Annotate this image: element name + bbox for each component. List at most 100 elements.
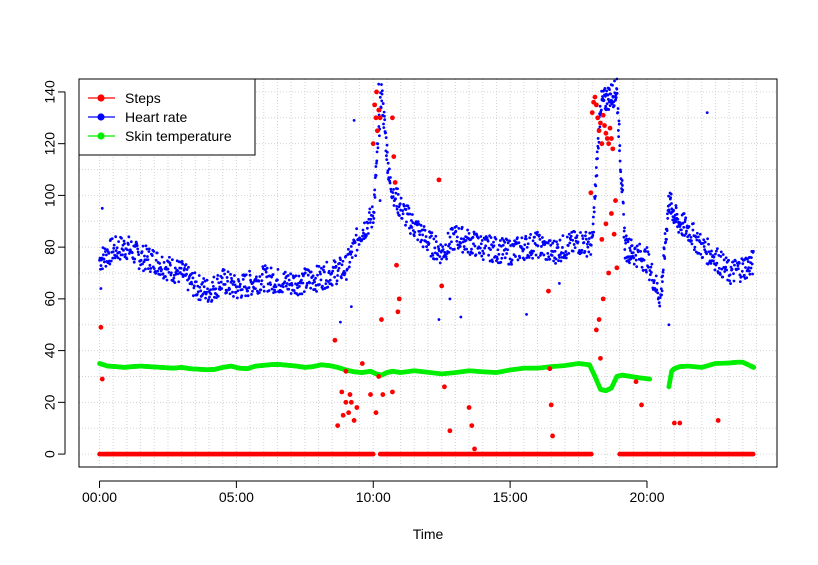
heart-rate-point <box>507 262 511 266</box>
heart-rate-point <box>471 235 475 239</box>
heart-rate-point <box>730 267 734 271</box>
heart-rate-point <box>202 285 206 289</box>
steps-point <box>98 324 104 330</box>
steps-point <box>598 120 603 126</box>
heart-rate-point <box>719 255 723 258</box>
heart-rate-point <box>324 282 328 286</box>
heart-rate-point <box>292 289 296 292</box>
heart-rate-point <box>270 287 274 291</box>
x-tick-label: 15:00 <box>493 489 528 505</box>
heart-rate-point <box>546 251 550 255</box>
steps-point <box>346 410 352 416</box>
heart-rate-point <box>166 267 170 271</box>
heart-rate-point <box>464 239 468 242</box>
heart-rate-point <box>449 246 452 250</box>
heart-rate-point <box>281 285 285 289</box>
heart-rate-point <box>99 287 103 290</box>
steps-point <box>600 112 606 118</box>
heart-rate-point <box>187 265 190 269</box>
steps-point <box>370 141 376 147</box>
heart-rate-point <box>214 296 218 300</box>
heart-rate-point <box>408 212 412 216</box>
heart-rate-point <box>499 260 503 264</box>
heart-rate-point <box>102 253 105 257</box>
heart-rate-point <box>258 275 262 278</box>
heart-rate-point <box>682 212 686 215</box>
heart-rate-point <box>372 217 376 220</box>
steps-point <box>596 317 602 322</box>
legend-item: Skin temperature <box>88 128 232 144</box>
heart-rate-point <box>378 134 381 138</box>
heart-rate-point <box>489 248 492 252</box>
heart-rate-point <box>298 292 302 296</box>
heart-rate-point <box>640 265 644 269</box>
heart-rate-point <box>104 253 108 257</box>
heart-rate-point <box>674 206 678 210</box>
heart-rate-point <box>689 235 693 239</box>
heart-rate-point <box>218 285 222 289</box>
steps-point <box>335 423 341 429</box>
steps-point <box>614 265 620 271</box>
heart-rate-point <box>677 230 681 234</box>
heart-rate-point <box>576 240 580 244</box>
heart-rate-point <box>525 245 529 249</box>
heart-rate-point <box>674 220 678 224</box>
heart-rate-point <box>212 275 216 279</box>
heart-rate-point <box>524 234 528 238</box>
heart-rate-point <box>615 87 619 91</box>
heart-rate-point <box>347 265 351 269</box>
heart-rate-point <box>246 294 250 298</box>
heart-rate-point <box>589 243 593 247</box>
heart-rate-point <box>451 227 454 231</box>
steps-point <box>599 141 605 147</box>
heart-rate-point <box>103 250 107 253</box>
heart-rate-point <box>633 246 637 250</box>
heart-rate-point <box>176 269 180 273</box>
heart-rate-point <box>206 287 209 291</box>
heart-rate-point <box>604 104 608 108</box>
heart-rate-point <box>181 262 185 266</box>
heart-rate-point <box>132 260 136 264</box>
steps-point <box>677 420 683 426</box>
heart-rate-point <box>476 236 480 240</box>
heart-rate-point <box>684 216 688 220</box>
steps-point <box>377 115 383 121</box>
heart-rate-point <box>331 269 335 273</box>
heart-rate-point <box>344 278 348 281</box>
heart-rate-point <box>596 157 599 160</box>
heart-rate-point <box>392 204 396 207</box>
heart-rate-point <box>553 249 557 253</box>
legend: Steps Heart rate Skin temperature <box>78 78 256 156</box>
heart-rate-point <box>552 259 556 263</box>
steps-point <box>604 136 610 141</box>
heart-rate-point <box>333 275 337 279</box>
heart-rate-point <box>254 287 257 291</box>
heart-rate-point <box>191 294 195 298</box>
heart-rate-point <box>290 283 294 287</box>
heart-rate-point <box>107 259 111 263</box>
heart-rate-point <box>439 243 443 247</box>
heart-rate-point <box>448 235 452 239</box>
heart-rate-point <box>612 104 616 108</box>
heart-rate-point <box>629 257 633 261</box>
heart-rate-point <box>698 240 702 244</box>
steps-point <box>472 446 477 452</box>
heart-rate-point <box>745 276 749 280</box>
heart-rate-point <box>717 266 721 270</box>
heart-rate-point <box>202 277 206 280</box>
heart-rate-point <box>524 237 528 241</box>
heart-rate-point <box>370 225 374 229</box>
heart-rate-point <box>407 206 411 210</box>
heart-rate-point <box>621 201 625 205</box>
heart-rate-point <box>549 243 553 247</box>
heart-rate-point <box>430 231 434 235</box>
heart-rate-point <box>372 211 376 214</box>
heart-rate-point <box>335 279 339 283</box>
heart-rate-point <box>662 247 666 251</box>
heart-rate-point <box>330 283 334 287</box>
steps-point <box>633 379 639 385</box>
heart-rate-point <box>692 248 696 252</box>
heart-rate-point <box>472 230 476 234</box>
heart-rate-point <box>703 240 707 244</box>
heart-rate-point <box>361 234 364 238</box>
